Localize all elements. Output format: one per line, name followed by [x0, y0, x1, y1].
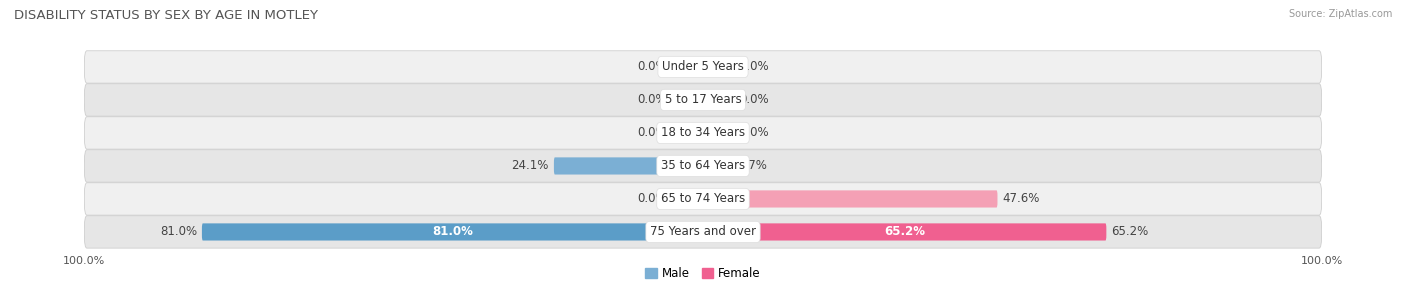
FancyBboxPatch shape [672, 124, 703, 142]
Text: 65 to 74 Years: 65 to 74 Years [661, 192, 745, 206]
Text: 81.0%: 81.0% [160, 225, 197, 239]
Text: 65.2%: 65.2% [884, 225, 925, 239]
Legend: Male, Female: Male, Female [645, 267, 761, 280]
Text: 4.7%: 4.7% [737, 160, 766, 172]
Text: 24.1%: 24.1% [512, 160, 548, 172]
Text: 0.0%: 0.0% [637, 93, 666, 106]
Text: 18 to 34 Years: 18 to 34 Years [661, 127, 745, 139]
FancyBboxPatch shape [703, 124, 734, 142]
FancyBboxPatch shape [84, 117, 1322, 149]
Text: 0.0%: 0.0% [637, 192, 666, 206]
FancyBboxPatch shape [554, 157, 703, 174]
Text: 0.0%: 0.0% [740, 127, 769, 139]
Text: Source: ZipAtlas.com: Source: ZipAtlas.com [1288, 9, 1392, 19]
Text: 81.0%: 81.0% [432, 225, 472, 239]
FancyBboxPatch shape [672, 190, 703, 207]
Text: 35 to 64 Years: 35 to 64 Years [661, 160, 745, 172]
Text: Under 5 Years: Under 5 Years [662, 60, 744, 74]
Text: 47.6%: 47.6% [1002, 192, 1040, 206]
Text: 5 to 17 Years: 5 to 17 Years [665, 93, 741, 106]
Text: DISABILITY STATUS BY SEX BY AGE IN MOTLEY: DISABILITY STATUS BY SEX BY AGE IN MOTLE… [14, 9, 318, 22]
FancyBboxPatch shape [84, 51, 1322, 83]
Text: 0.0%: 0.0% [740, 60, 769, 74]
FancyBboxPatch shape [703, 157, 733, 174]
FancyBboxPatch shape [703, 92, 734, 109]
FancyBboxPatch shape [703, 223, 1107, 241]
FancyBboxPatch shape [84, 216, 1322, 248]
FancyBboxPatch shape [84, 150, 1322, 182]
Text: 65.2%: 65.2% [1111, 225, 1149, 239]
FancyBboxPatch shape [703, 58, 734, 76]
FancyBboxPatch shape [84, 84, 1322, 116]
Text: 75 Years and over: 75 Years and over [650, 225, 756, 239]
FancyBboxPatch shape [202, 223, 703, 241]
FancyBboxPatch shape [672, 92, 703, 109]
Text: 0.0%: 0.0% [637, 127, 666, 139]
Text: 0.0%: 0.0% [740, 93, 769, 106]
FancyBboxPatch shape [672, 58, 703, 76]
Text: 0.0%: 0.0% [637, 60, 666, 74]
FancyBboxPatch shape [703, 190, 997, 207]
FancyBboxPatch shape [84, 183, 1322, 215]
